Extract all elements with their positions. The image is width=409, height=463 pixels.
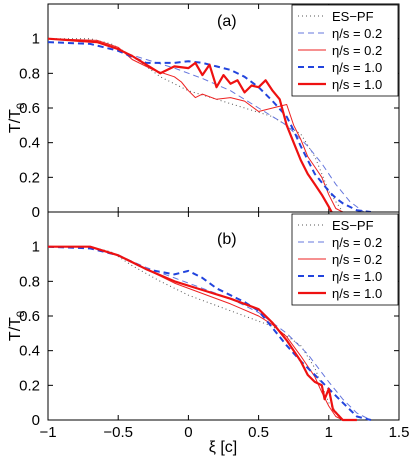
x-axis-label: ξ [c]	[209, 439, 238, 456]
panel-b: 00.20.40.60.81−1 −0.5 0 0.5 1 1.5 (b) T/T0 ES…	[7, 211, 409, 456]
legend-label-2: η/s = 0.2	[332, 235, 382, 250]
legend-label-2: η/s = 0.2	[332, 26, 382, 41]
panel-a-ylabel-main: T/T	[7, 109, 24, 133]
legend-label-4: η/s = 1.0	[332, 269, 382, 284]
x-tick-label: 1.5	[389, 424, 409, 441]
y-tick-label: 1	[32, 31, 40, 48]
legend-label-1: ES−PF	[332, 218, 374, 233]
panel-a: 00.20.40.60.81 (a) T/T0 ES−PFη/s = 0.2η/…	[7, 3, 400, 221]
y-tick-label: 1	[32, 239, 40, 256]
x-tick-label: 0	[184, 424, 192, 441]
y-tick-label: 0.8	[19, 65, 40, 82]
y-tick-label: 0	[32, 204, 40, 221]
panel-b-legend: ES−PF η/s = 0.2 η/s = 0.2 η/s = 1.0 η/s = 1.…	[291, 213, 399, 306]
legend-label-3: η/s = 0.2	[332, 43, 382, 58]
series-line-4	[47, 41, 372, 213]
series-line-5	[47, 37, 333, 213]
x-tick-label: −0.5	[103, 424, 133, 441]
panel-a-ylabel-sub: 0	[15, 103, 27, 109]
series-line-3	[47, 38, 344, 213]
panel-b-ylabel: T/T0	[7, 311, 27, 341]
panel-a-ylabel: T/T0	[7, 103, 27, 133]
panel-a-legend: ES−PF η/s = 0.2 η/s = 0.2 η/s = 1.0 η/s = 1.…	[291, 4, 399, 97]
legend-label-1: ES−PF	[332, 9, 374, 24]
x-tick-label: −1	[39, 424, 56, 441]
x-tick-label: 1	[325, 424, 333, 441]
legend-label-5: η/s = 1.0	[332, 77, 382, 92]
panel-b-label: (b)	[217, 231, 237, 248]
x-tick-label: 0.5	[248, 424, 269, 441]
y-tick-label: 0.2	[19, 377, 40, 394]
y-tick-label: 0	[32, 412, 40, 429]
legend-label-4: η/s = 1.0	[332, 60, 382, 75]
y-tick-label: 0.2	[19, 169, 40, 186]
y-tick-label: 0.6	[19, 308, 40, 325]
panel-b-ylabel-sub: 0	[15, 311, 27, 317]
y-tick-label: 0.4	[19, 343, 40, 360]
legend-label-5: η/s = 1.0	[332, 286, 382, 301]
y-tick-label: 0.4	[19, 135, 40, 152]
y-tick-label: 0.6	[19, 100, 40, 117]
series-line-5	[48, 245, 357, 422]
panel-b-ylabel-main: T/T	[7, 317, 24, 341]
series-line-2	[47, 246, 372, 421]
y-tick-label: 0.8	[19, 273, 40, 290]
legend-label-3: η/s = 0.2	[332, 252, 382, 267]
panel-a-label: (a)	[217, 13, 237, 30]
